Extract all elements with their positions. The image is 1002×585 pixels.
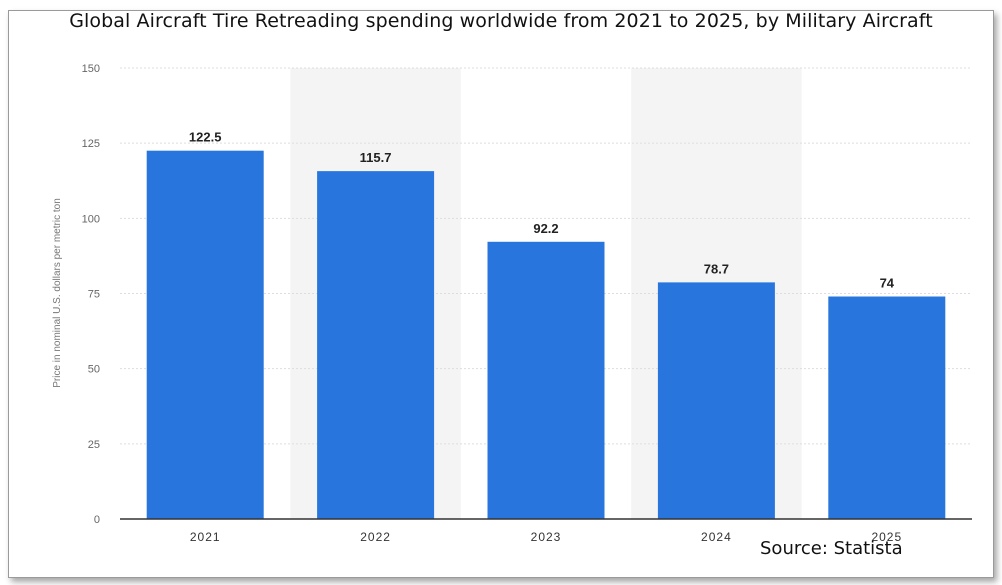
source-note: Source: Statista: [760, 538, 903, 559]
bars: [146, 150, 946, 519]
x-tick-label-2023: 2023: [531, 530, 562, 544]
y-tick-label: 150: [82, 63, 100, 75]
y-tick-label: 25: [88, 439, 100, 451]
y-axis-ticks: 0 25 50 75 100 125 150: [82, 63, 100, 526]
bar-2021: [146, 150, 264, 519]
y-tick-label: 75: [88, 289, 100, 301]
x-tick-label-2022: 2022: [360, 530, 391, 544]
bar-2022: [317, 171, 435, 519]
chart-title: Global Aircraft Tire Retreading spending…: [69, 10, 933, 32]
x-tick-label-2024: 2024: [701, 530, 732, 544]
y-tick-label: 125: [82, 138, 100, 150]
bar-2024: [657, 282, 775, 519]
data-label-2025: 74: [880, 276, 895, 291]
data-label-2022: 115.7: [360, 150, 392, 165]
data-label-2024: 78.7: [704, 261, 729, 276]
x-tick-label-2025: 2025: [871, 530, 902, 544]
y-tick-label: 100: [82, 213, 100, 225]
x-axis-ticks: 2021 2022 2023 2024 2025: [190, 530, 902, 544]
data-labels: 122.5 115.7 92.2 78.7 74: [189, 130, 895, 291]
y-tick-label: 0: [94, 514, 100, 526]
bar-2025: [828, 296, 946, 519]
data-label-2023: 92.2: [533, 221, 558, 236]
x-tick-label-2021: 2021: [190, 530, 221, 544]
data-label-2021: 122.5: [189, 130, 222, 145]
y-tick-label: 50: [88, 364, 100, 376]
y-axis-label: Price in nominal U.S. dollars per metric…: [52, 198, 63, 388]
bar-2023: [487, 241, 605, 519]
